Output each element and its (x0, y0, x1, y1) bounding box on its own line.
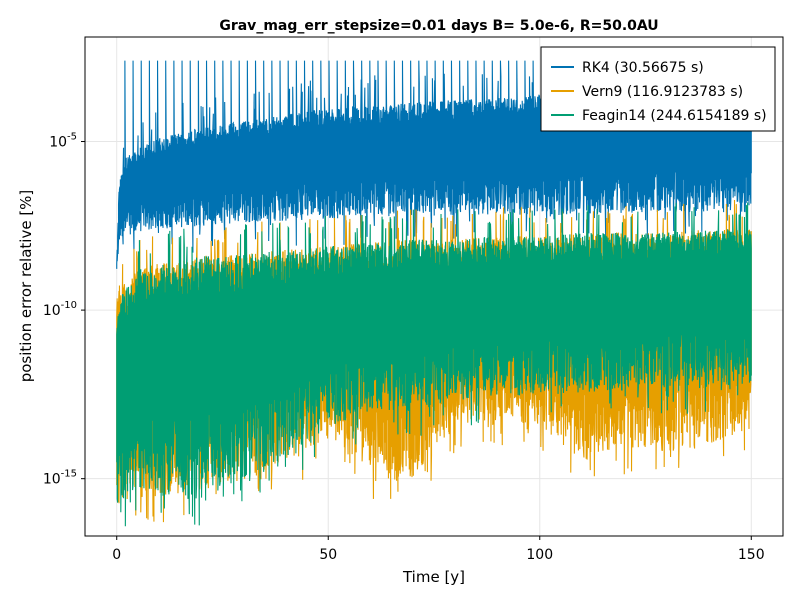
x-axis-ticks: 0 50 100 150 (112, 536, 765, 563)
legend-box (540, 46, 776, 132)
y-tick-label: 10-15 (43, 469, 77, 488)
y-axis-ticks: 10-5 10-10 10-15 (43, 132, 85, 488)
series-line-2 (116, 202, 752, 527)
y-axis-label: position error relative [%] (17, 190, 35, 383)
x-axis-label: Time [y] (402, 568, 465, 586)
chart-title: Grav_mag_err_stepsize=0.01 days B= 5.0e-… (219, 18, 658, 34)
x-tick-label: 150 (738, 547, 765, 563)
legend-label: Vern9 (116.9123783 s) (582, 84, 743, 100)
x-tick-label: 100 (526, 547, 553, 563)
legend-label: RK4 (30.56675 s) (582, 60, 704, 76)
x-tick-label: 0 (112, 547, 121, 563)
plot-frame (84, 36, 784, 537)
legend: RK4 (30.56675 s) Vern9 (116.9123783 s) Fea… (540, 46, 776, 132)
series-layer (116, 58, 752, 527)
series-line-0 (116, 58, 752, 269)
x-tick-label: 50 (319, 547, 337, 563)
y-tick-label: 10-10 (43, 300, 77, 319)
y-tick-label: 10-5 (49, 132, 77, 151)
legend-label: Feagin14 (244.6154189 s) (582, 108, 767, 124)
